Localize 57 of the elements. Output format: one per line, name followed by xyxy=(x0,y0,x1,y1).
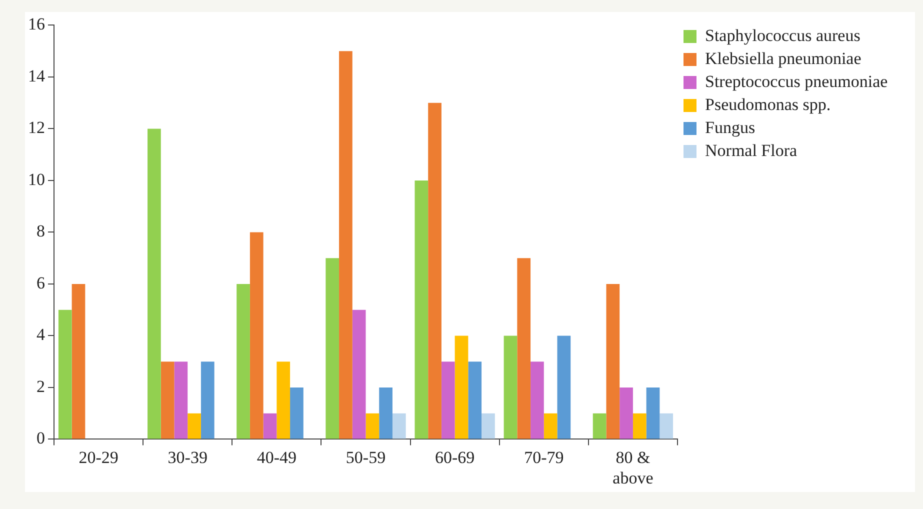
bar xyxy=(236,284,250,439)
x-tick-label: 60-69 xyxy=(434,448,475,467)
legend-label: Normal Flora xyxy=(705,140,798,160)
bar xyxy=(250,232,264,439)
y-tick-label: 6 xyxy=(36,273,45,292)
x-tick-label: 40-49 xyxy=(256,448,297,467)
bar xyxy=(174,362,188,439)
y-tick-label: 2 xyxy=(36,376,45,396)
bar xyxy=(557,336,571,439)
legend-label: Staphylococcus aureus xyxy=(705,26,860,45)
bar xyxy=(160,362,174,439)
x-tick-label: 30-39 xyxy=(168,448,208,467)
bar xyxy=(414,180,428,439)
bar xyxy=(276,362,290,439)
bar xyxy=(326,258,340,439)
bar xyxy=(660,413,674,439)
bar xyxy=(517,258,531,439)
bar xyxy=(188,413,201,439)
bar xyxy=(263,413,277,439)
legend-label: Klebsiella pneumoniae xyxy=(705,48,862,68)
x-tick-label: 70-79 xyxy=(524,448,564,467)
bar xyxy=(592,413,606,439)
bar xyxy=(200,362,214,439)
bar xyxy=(379,387,392,439)
bar xyxy=(392,413,406,439)
bar xyxy=(504,336,518,439)
bar xyxy=(428,102,442,439)
bar xyxy=(58,310,72,439)
legend-label: Fungus xyxy=(705,118,756,137)
bar xyxy=(606,284,620,439)
legend-label: Streptococcus pneumoniae xyxy=(705,72,888,91)
y-tick-label: 16 xyxy=(28,14,45,34)
y-tick-label: 10 xyxy=(28,170,45,189)
bar xyxy=(290,387,304,439)
bar xyxy=(530,362,544,439)
y-tick-label: 0 xyxy=(36,428,45,448)
x-tick-label: 20-29 xyxy=(78,448,118,467)
bar xyxy=(544,413,558,439)
bar xyxy=(468,362,482,439)
x-tick-label: 50-59 xyxy=(346,448,386,467)
y-tick-label: 8 xyxy=(36,222,45,241)
bar xyxy=(366,413,380,439)
y-tick-label: 12 xyxy=(28,118,45,138)
bar xyxy=(632,413,646,439)
x-tick-label: 80 & above xyxy=(612,448,654,488)
y-tick-label: 4 xyxy=(36,325,46,344)
bar xyxy=(646,387,660,439)
y-tick-label: 14 xyxy=(28,66,46,86)
bar xyxy=(620,387,633,439)
bar xyxy=(72,284,86,439)
bar xyxy=(148,128,161,439)
legend-label: Pseudomonas spp. xyxy=(705,94,831,114)
bar xyxy=(339,51,352,439)
bar xyxy=(352,310,366,439)
bar xyxy=(441,362,455,439)
bar xyxy=(482,413,495,439)
bar xyxy=(454,336,468,439)
